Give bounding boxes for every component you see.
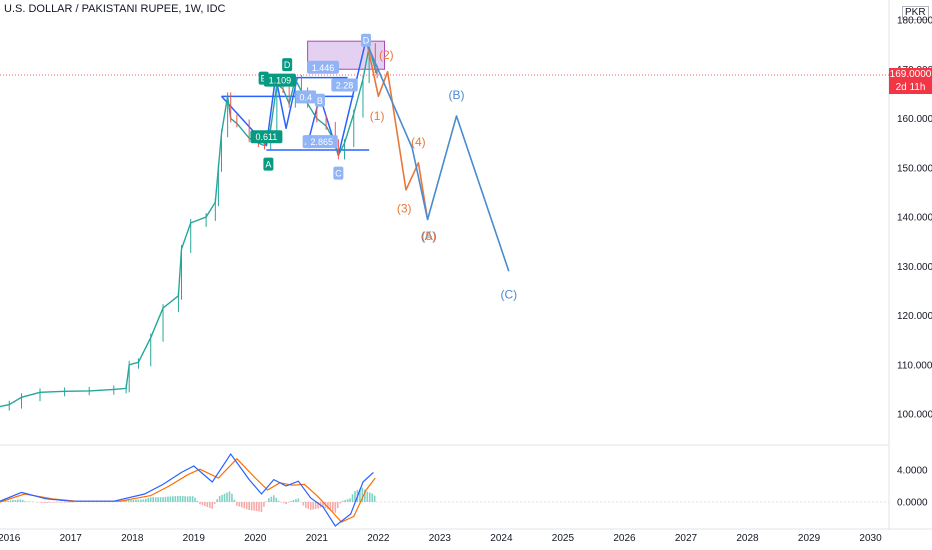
wave-label-blue: (B) bbox=[448, 88, 464, 102]
wave-label-orange: (1) bbox=[370, 109, 385, 123]
y-tick-label: 180.0000 bbox=[897, 16, 932, 27]
blue-wave-path bbox=[366, 44, 510, 272]
x-tick-label: 2026 bbox=[613, 533, 636, 544]
x-tick-label: 2020 bbox=[244, 533, 267, 544]
wave-label-orange: (3) bbox=[397, 202, 412, 216]
y-tick-label: 130.0000 bbox=[897, 262, 932, 273]
wave-label-blue: (C) bbox=[500, 287, 517, 301]
x-tick-label: 2018 bbox=[121, 533, 144, 544]
chart-title: U.S. DOLLAR / PAKISTANI RUPEE, 1W, IDC bbox=[4, 3, 226, 15]
macd-signal-line bbox=[0, 457, 376, 523]
y-tick-label: 160.0000 bbox=[897, 114, 932, 125]
last-price-tag: 169.0000 2d 11h bbox=[889, 68, 932, 94]
pattern-2-label-d-bg bbox=[361, 33, 372, 47]
pattern-2-ratio-2: 2.28 bbox=[336, 81, 354, 91]
pattern-1-label-d-bg bbox=[282, 58, 293, 72]
wave-label-orange: (2) bbox=[379, 48, 394, 62]
wave-label-blue: (A) bbox=[421, 229, 437, 243]
y-tick-label: 110.0000 bbox=[897, 360, 932, 371]
pattern-2-label-b-bg bbox=[314, 93, 325, 107]
orange-wave-path bbox=[366, 44, 429, 220]
x-tick-label: 2022 bbox=[367, 533, 390, 544]
last-price-countdown: 2d 11h bbox=[895, 82, 926, 93]
pattern-2-ratio-3-bg bbox=[295, 90, 317, 104]
macd-pane bbox=[0, 452, 889, 527]
wave-label-orange: (4) bbox=[411, 135, 426, 149]
pattern-2-ratio-3: 0.4 bbox=[300, 92, 313, 102]
y-tick-label: 150.0000 bbox=[897, 163, 932, 174]
pattern-2-ratio-4: 2.865 bbox=[310, 137, 333, 147]
pattern-2-label-b: B bbox=[317, 96, 323, 106]
y-tick-label: 100.0000 bbox=[897, 410, 932, 421]
x-tick-label: 2029 bbox=[798, 533, 821, 544]
pattern-2-label-c-bg bbox=[333, 166, 344, 180]
macd-y-tick-label: 0.0000 bbox=[897, 498, 928, 509]
pattern-1-label-d: D bbox=[284, 60, 291, 70]
x-tick-label: 2021 bbox=[306, 533, 329, 544]
pattern-2-label-d: D bbox=[363, 36, 370, 46]
x-tick-label: 2028 bbox=[736, 533, 759, 544]
pattern-2-ratio-1: 1.446 bbox=[312, 63, 335, 73]
pattern-2-ratio-4-bg bbox=[305, 135, 338, 149]
x-tick-label: 2024 bbox=[490, 533, 513, 544]
x-tick-label: 2025 bbox=[552, 533, 575, 544]
pattern-1-label-a-bg bbox=[263, 157, 274, 171]
pattern-2-legs bbox=[306, 39, 367, 157]
macd-line bbox=[0, 452, 374, 527]
pattern-1-label-b: B bbox=[261, 74, 267, 84]
pattern-1-ratio-ac-bg bbox=[250, 130, 283, 144]
pattern-1-ratio-bd-bg bbox=[263, 73, 296, 87]
x-tick-label: 2027 bbox=[675, 533, 698, 544]
y-tick-label: 140.0000 bbox=[897, 213, 932, 224]
x-tick-label: 2023 bbox=[429, 533, 452, 544]
pattern-1-label-a: A bbox=[265, 160, 271, 170]
wave-label-orange: (5) bbox=[421, 229, 436, 243]
x-tick-label: 2017 bbox=[60, 533, 83, 544]
pattern-1-ratio-ac: 0.611 bbox=[255, 132, 277, 142]
x-tick-label: 2030 bbox=[859, 533, 882, 544]
currency-badge[interactable]: PKR bbox=[902, 6, 929, 20]
pattern-1-ratio-bd: 1.109 bbox=[269, 76, 292, 86]
pattern-2-ratio-2-bg bbox=[331, 78, 358, 92]
last-price-value: 169.0000 bbox=[889, 69, 932, 80]
macd-y-tick-label: 4.0000 bbox=[897, 466, 928, 477]
x-tick-label: 2019 bbox=[183, 533, 206, 544]
pattern-2-label-c: C bbox=[335, 169, 342, 179]
y-tick-label: 120.0000 bbox=[897, 311, 932, 322]
grid bbox=[0, 0, 932, 530]
wave-projections bbox=[366, 44, 510, 272]
x-tick-label: 2016 bbox=[0, 533, 21, 544]
pattern-2-ratio-1-bg bbox=[306, 60, 339, 74]
chart-labels: (A) (B) (C) (1) (2) (3) (4) (5) A B D 0.611 1.109 C D 1… bbox=[250, 33, 517, 301]
time-axis: 2016 2017 2018 2019 2020 2021 2022 2023 2024 2025… bbox=[0, 533, 882, 544]
